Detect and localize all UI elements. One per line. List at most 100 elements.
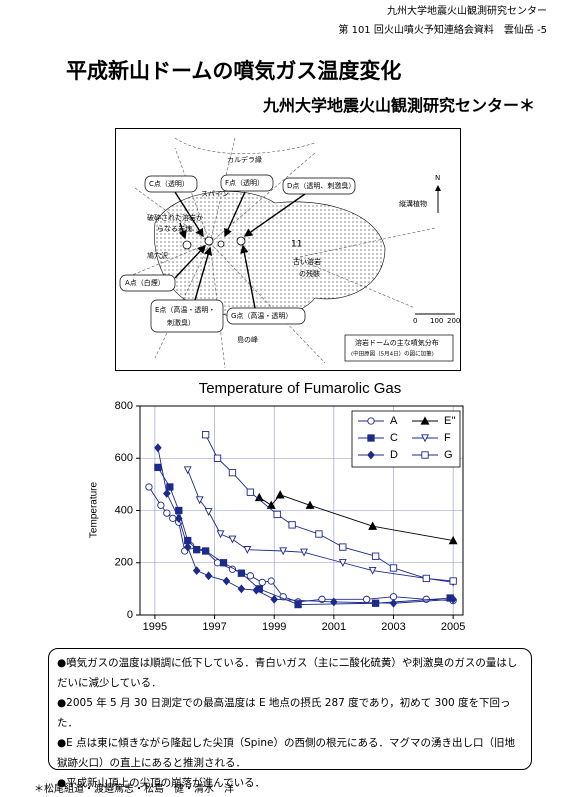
marker (422, 574, 430, 583)
point-d: D点（透明、刺激臭） (287, 181, 355, 190)
note: ●平成新山頂上の尖頂の崩落が進んでいる． (57, 777, 266, 789)
x-tick-label: 1999 (262, 621, 286, 633)
x-tick-label: 2005 (441, 621, 465, 633)
legend-label: G (444, 449, 453, 461)
header-meeting: 第 101 回火山噴火予知連絡会資料 雲仙岳 -5 (338, 25, 547, 36)
marker (275, 490, 285, 499)
marker (163, 509, 171, 517)
series-line (157, 467, 451, 606)
marker (154, 443, 162, 453)
dome (154, 191, 386, 319)
marker (175, 506, 183, 515)
note: ●2005 年 5 月 30 日測定での最高温度は E 地点の摂氏 287 度で… (57, 697, 511, 729)
footer: ＊松尾組道・渡邉篤志・松島 健・清水 洋 (34, 784, 234, 795)
legend-label: D (390, 449, 398, 461)
caldera-label: カルデラ縁 (227, 155, 262, 164)
chart-title: Temperature of Fumarolic Gas (199, 380, 402, 397)
title: 平成新山ドームの噴気ガス温度変化 (66, 59, 402, 83)
legend-item: E'' (412, 415, 456, 427)
old-lava-label: の残骸 (299, 269, 320, 278)
rubble-label: らなる岩塊 (157, 224, 192, 233)
marker (237, 569, 246, 577)
marker (449, 594, 457, 604)
marker (254, 492, 264, 502)
y-tick-label: 600 (115, 452, 133, 464)
marker (163, 489, 171, 498)
legend-marker (420, 416, 430, 425)
marker (252, 585, 261, 595)
x-tick-label: 1995 (143, 621, 167, 633)
legend-marker (367, 450, 375, 460)
point-f: F点（透明） (225, 179, 264, 187)
plot-frame (139, 405, 464, 616)
legend-label: E'' (444, 415, 456, 427)
vents (182, 236, 246, 250)
marker (237, 584, 246, 594)
legend-item: F (412, 432, 451, 444)
marker (258, 578, 266, 586)
marker (174, 513, 183, 523)
spine-label: スパイン (201, 190, 229, 198)
y-axis-label: Temperature (89, 481, 100, 538)
marker (368, 521, 378, 530)
marker (294, 600, 302, 609)
marker (213, 454, 222, 462)
legend-item: A (358, 415, 398, 427)
marker (448, 535, 458, 545)
header-org: 九州大学地震火山観測研究センター (387, 6, 547, 17)
valley-label: 鳩穴沢 (147, 251, 168, 260)
marker (315, 530, 323, 538)
marker (270, 594, 279, 604)
marker (201, 431, 210, 439)
legend-item: C (358, 432, 398, 444)
legend-label: C (390, 432, 398, 444)
marker (228, 468, 237, 477)
marker (338, 559, 347, 567)
y-tick-label: 200 (115, 557, 133, 569)
y-tick-label: 800 (115, 400, 133, 412)
legend-marker (367, 434, 375, 442)
point-e: E点（高温・透明・ (155, 305, 215, 314)
note: ●E 点は東に傾きながら隆起した尖頂（Spine）の西側の根元にある．マグマの湧… (57, 737, 515, 769)
lobe-label: 11 (291, 240, 302, 250)
series-line (148, 486, 454, 603)
map: カルデラ縁 C点（透明） F点（透明） D点（透明、刺激臭） スパイン 破砕され… (115, 128, 461, 371)
x-tick-label: 1997 (202, 621, 226, 633)
marker (204, 571, 213, 581)
x-tick-label: 2001 (322, 621, 346, 633)
marker (157, 501, 165, 509)
marker (363, 595, 371, 603)
notes-box: ●噴気ガスの温度は順調に低下している．青白いガス（主に二酸化硫黄）や刺激臭のガス… (48, 648, 532, 789)
old-lava-label: 古い溶岩 (293, 257, 321, 266)
marker (219, 559, 228, 567)
y-tick-label: 400 (115, 504, 133, 516)
marker (279, 547, 288, 556)
map-legend: 溶岩ドームの主な噴気分布 (355, 338, 439, 347)
label-boxes (119, 174, 454, 362)
map-frame (115, 128, 461, 371)
arrows (174, 191, 306, 309)
point-g: G点（高温・透明） (231, 311, 292, 320)
scale-label: 200m (447, 317, 461, 325)
peak-label: 島の峰 (237, 335, 258, 344)
legend-marker (367, 417, 375, 425)
rubble-label: 破砕された溶岩か (147, 213, 203, 222)
marker (193, 546, 201, 554)
marker (266, 500, 276, 509)
map-legend: (中田原図（5月4日）の図に加筆) (351, 350, 434, 358)
north-label: N (435, 174, 440, 182)
point-c: C点（透明） (149, 180, 189, 188)
marker (273, 510, 281, 519)
series-line (259, 494, 454, 541)
marker (246, 488, 255, 496)
marker (389, 598, 398, 608)
marker (154, 463, 162, 472)
marker (246, 572, 255, 580)
point-a: A点（白煙） (125, 278, 165, 287)
marker (228, 535, 237, 544)
x-tick-label: 2003 (381, 621, 405, 633)
scale-label: 100 (430, 317, 443, 325)
series-line (157, 447, 454, 604)
legend-marker (421, 434, 429, 443)
